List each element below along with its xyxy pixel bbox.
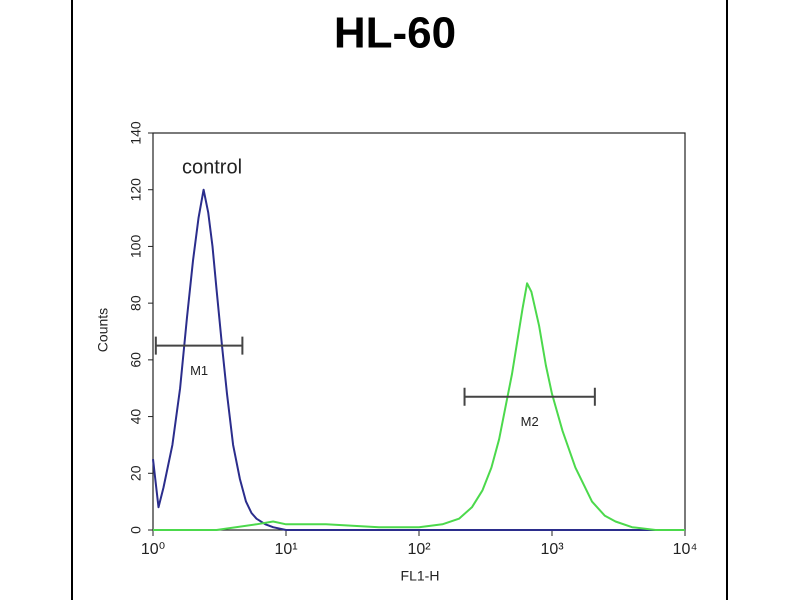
y-tick-label: 40	[128, 409, 144, 425]
x-tick-label: 10³	[540, 541, 564, 558]
marker-range	[463, 387, 596, 406]
x-axis-label: FL1-H	[401, 568, 440, 584]
marker-label: M1	[190, 363, 208, 378]
y-tick-label: 80	[128, 295, 144, 311]
y-tick-label: 60	[128, 352, 144, 368]
x-tick-label: 10⁴	[673, 541, 698, 558]
marker-label: M2	[521, 414, 539, 429]
y-tick-label: 100	[128, 235, 144, 259]
histogram-line	[152, 188, 685, 531]
y-tick-label: 0	[128, 526, 144, 534]
y-tick-label: 120	[128, 178, 144, 202]
x-tick-label: 10⁰	[141, 541, 165, 558]
y-tick-label: 20	[128, 465, 144, 481]
plot-frame	[152, 132, 686, 531]
x-tick-label: 10¹	[274, 541, 297, 558]
annotation: control	[182, 156, 242, 178]
y-tick-label: 140	[128, 121, 144, 145]
marker-range	[154, 336, 244, 355]
chart-title: HL-60	[334, 9, 456, 58]
y-axis-label: Counts	[95, 308, 111, 352]
histogram-line	[153, 282, 685, 531]
x-tick-label: 10²	[407, 541, 431, 558]
